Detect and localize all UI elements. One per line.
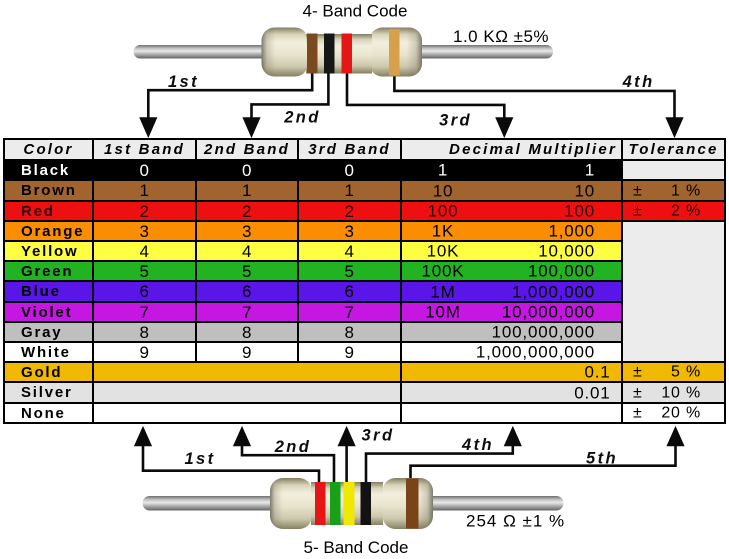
svg-text:254 Ω ±1 %: 254 Ω ±1 % <box>466 512 565 531</box>
svg-text:4th: 4th <box>622 73 655 91</box>
svg-text:1st: 1st <box>168 73 199 91</box>
svg-text:3rd: 3rd <box>362 427 395 445</box>
svg-text:5- Band Code: 5- Band Code <box>304 538 409 557</box>
svg-text:5th: 5th <box>586 450 618 468</box>
svg-text:1st: 1st <box>184 450 215 468</box>
svg-text:2nd: 2nd <box>283 109 321 127</box>
svg-text:4- Band Code: 4- Band Code <box>303 2 408 21</box>
svg-text:4th: 4th <box>461 436 494 454</box>
svg-text:3rd: 3rd <box>439 111 472 129</box>
svg-text:1.0 KΩ ±5%: 1.0 KΩ ±5% <box>453 27 549 46</box>
svg-text:2nd: 2nd <box>274 438 312 456</box>
